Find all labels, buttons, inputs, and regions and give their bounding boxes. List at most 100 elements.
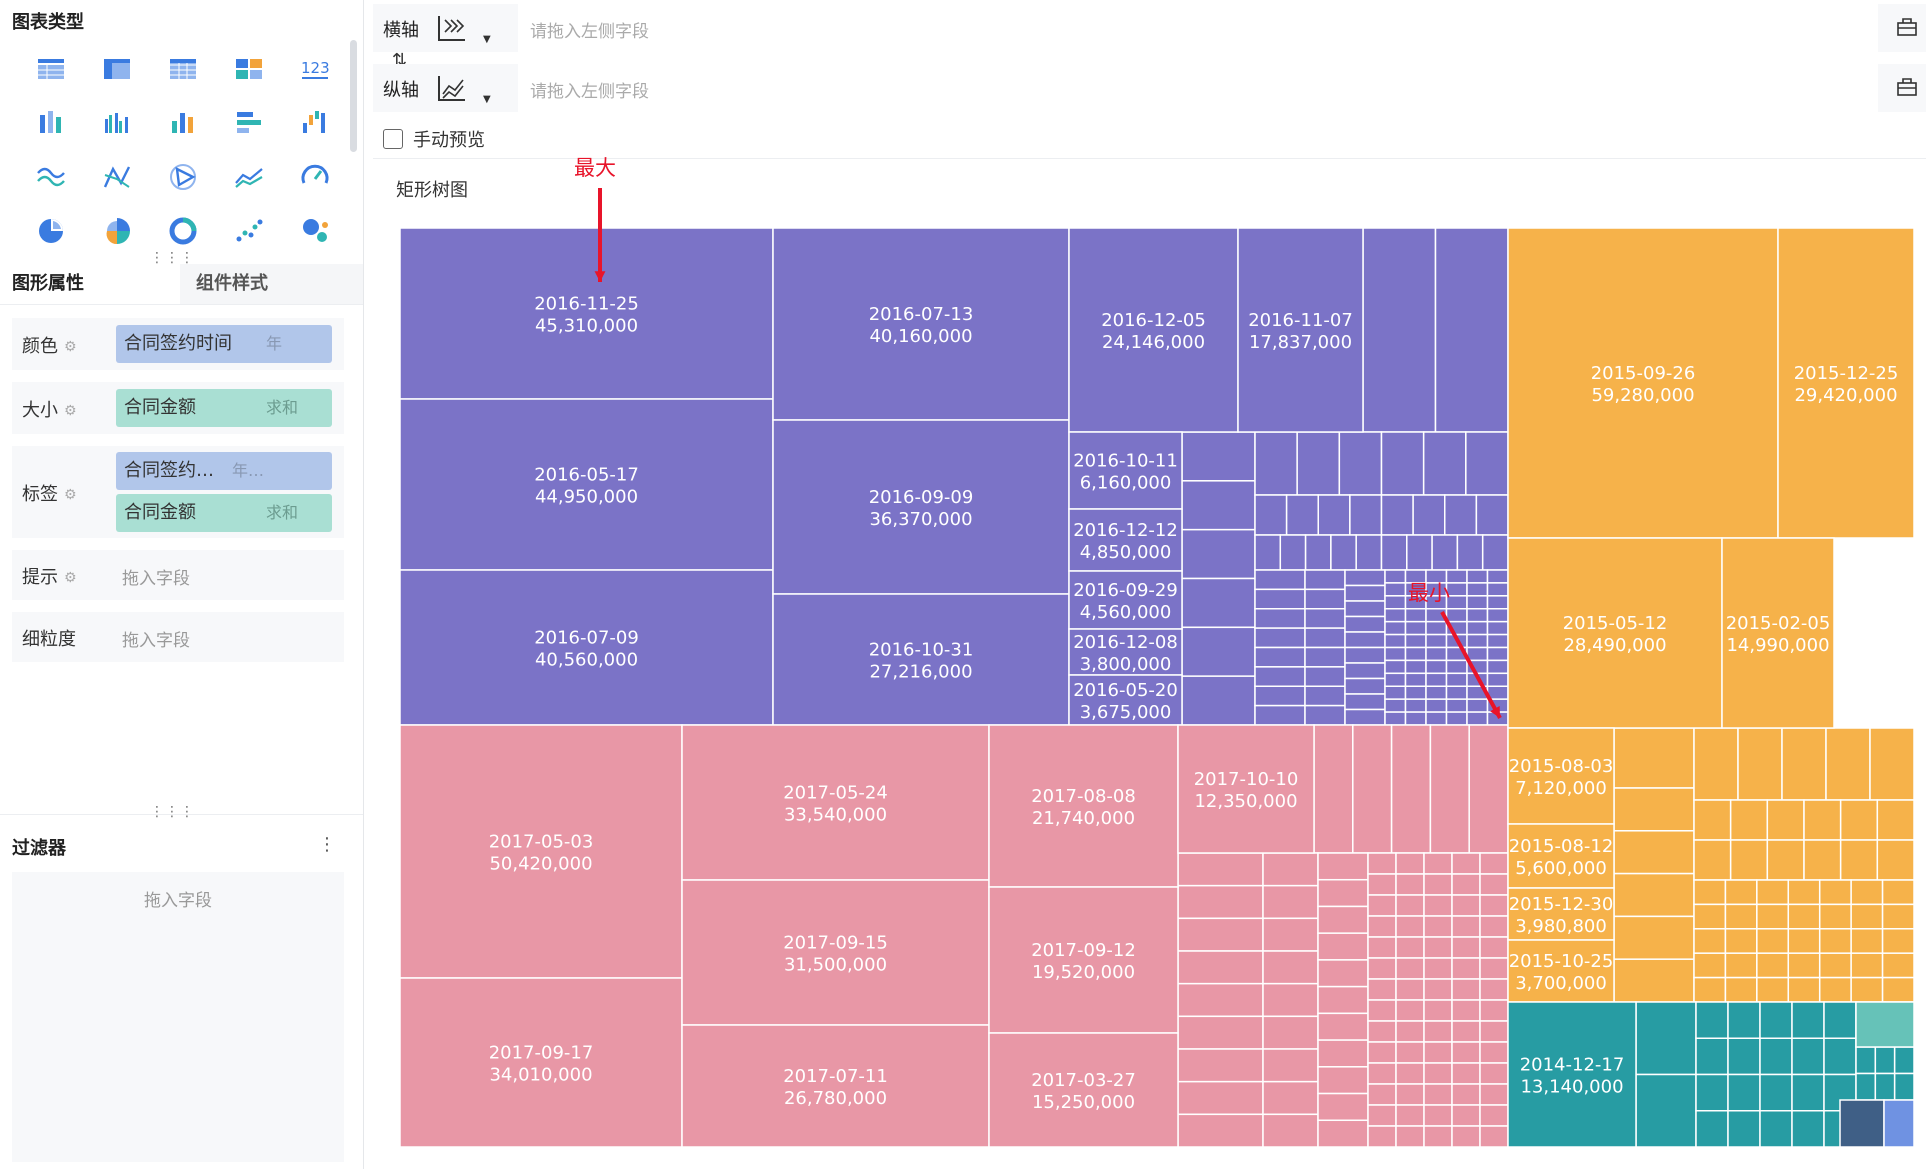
treemap-small-tile[interactable] (1423, 1104, 1453, 1127)
treemap-small-tile[interactable] (1317, 1066, 1369, 1095)
treemap-small-tile[interactable] (1486, 569, 1509, 584)
treemap-small-tile[interactable] (1425, 646, 1448, 662)
treemap-tile[interactable] (1507, 939, 1615, 1003)
treemap-small-tile[interactable] (1695, 1073, 1729, 1112)
treemap-small-tile[interactable] (1850, 928, 1884, 954)
treemap-small-tile[interactable] (1466, 711, 1489, 726)
treemap-small-tile[interactable] (1362, 227, 1437, 433)
treemap-small-tile[interactable] (1818, 952, 1852, 979)
gear-icon[interactable]: ⚙ (64, 403, 77, 419)
pie-chart-icon[interactable] (18, 204, 84, 258)
treemap-small-tile[interactable] (1423, 852, 1453, 875)
treemap-small-tile[interactable] (1465, 431, 1509, 496)
treemap-small-tile[interactable] (1791, 1073, 1825, 1112)
treemap-small-tile[interactable] (1395, 978, 1425, 1001)
treemap-small-tile[interactable] (1823, 1001, 1857, 1039)
treemap-small-tile[interactable] (1367, 1041, 1397, 1064)
treemap-small-tile[interactable] (1791, 1001, 1825, 1039)
gear-icon[interactable]: ⚙ (64, 570, 77, 586)
treemap-small-tile[interactable] (1479, 852, 1509, 875)
tab-graphic-properties[interactable]: 图形属性 (0, 264, 180, 304)
treemap-small-tile[interactable] (1479, 957, 1509, 980)
treemap-small-tile[interactable] (1404, 659, 1427, 675)
treemap-small-tile[interactable] (1395, 999, 1425, 1022)
waterfall-icon[interactable] (282, 96, 348, 150)
treemap-small-tile[interactable] (1344, 600, 1386, 618)
treemap-small-tile[interactable] (1613, 787, 1695, 832)
resize-handle[interactable]: ⋮⋮⋮ (150, 804, 195, 820)
treemap-small-tile[interactable] (1367, 957, 1397, 980)
treemap-small-tile[interactable] (1451, 894, 1481, 917)
treemap-small-tile[interactable] (1304, 627, 1346, 649)
treemap-tile[interactable] (1507, 227, 1779, 539)
treemap-small-tile[interactable] (1304, 704, 1346, 726)
treemap-small-tile[interactable] (1429, 724, 1470, 854)
treemap-small-tile[interactable] (1486, 633, 1509, 649)
treemap-small-tile[interactable] (1254, 627, 1306, 649)
treemap-small-tile[interactable] (1423, 1020, 1453, 1043)
treemap-small-tile[interactable] (1395, 1020, 1425, 1043)
treemap-small-tile[interactable] (1727, 1073, 1761, 1112)
treemap-small-tile[interactable] (1818, 928, 1852, 954)
treemap-tile[interactable] (681, 724, 990, 881)
treemap-small-tile[interactable] (1254, 569, 1306, 591)
treemap-small-tile[interactable] (1451, 1041, 1481, 1064)
treemap-small-tile[interactable] (1380, 534, 1408, 571)
treemap-small-tile[interactable] (1613, 958, 1695, 1003)
treemap-small-tile[interactable] (1451, 1020, 1481, 1043)
treemap-small-tile[interactable] (1317, 494, 1351, 536)
treemap-small-tile[interactable] (1317, 1039, 1369, 1068)
treemap-small-tile[interactable] (1613, 727, 1695, 789)
number-icon[interactable]: 123 (282, 42, 348, 96)
treemap-small-tile[interactable] (1317, 878, 1369, 908)
color-field-pill[interactable]: 合同签约时间 年 (116, 325, 332, 363)
label-field-pill-1[interactable]: 合同签约… 年… (116, 452, 332, 490)
treemap-small-tile[interactable] (1177, 982, 1264, 1018)
treemap-small-tile[interactable] (1395, 957, 1425, 980)
treemap-small-tile[interactable] (1479, 1062, 1509, 1085)
treemap-tile[interactable] (1068, 570, 1183, 630)
treemap-small-tile[interactable] (1423, 915, 1453, 938)
treemap-small-tile[interactable] (1466, 633, 1489, 649)
resize-handle[interactable]: ⋮⋮⋮ (150, 250, 195, 266)
treemap-small-tile[interactable] (1317, 1012, 1369, 1041)
treemap-small-tile[interactable] (1613, 872, 1695, 918)
treemap-small-tile[interactable] (1479, 894, 1509, 917)
treemap-small-tile[interactable] (1486, 608, 1509, 623)
treemap-small-tile[interactable] (1384, 595, 1407, 610)
treemap-small-tile[interactable] (1479, 1083, 1509, 1106)
treemap-small-tile[interactable] (1451, 957, 1481, 980)
radar-icon[interactable] (150, 150, 216, 204)
treemap-small-tile[interactable] (1445, 698, 1468, 713)
treemap-small-tile[interactable] (1384, 608, 1407, 623)
treemap-small-tile[interactable] (1693, 727, 1739, 801)
treemap-small-tile[interactable] (1486, 620, 1509, 636)
treemap-small-tile[interactable] (1317, 1119, 1369, 1148)
treemap-small-tile[interactable] (1855, 1046, 1877, 1075)
treemap-small-tile[interactable] (1367, 1083, 1397, 1106)
treemap-small-tile[interactable] (1304, 666, 1346, 687)
treemap-small-tile[interactable] (1759, 1073, 1793, 1112)
treemap-small-tile[interactable] (1425, 698, 1448, 713)
treemap-small-tile[interactable] (1177, 1048, 1264, 1083)
treemap-small-tile[interactable] (1486, 595, 1509, 610)
treemap-small-tile[interactable] (1787, 976, 1821, 1003)
treemap-small-tile[interactable] (1445, 608, 1468, 623)
treemap-small-tile[interactable] (1262, 1113, 1319, 1148)
treemap-small-tile[interactable] (1445, 672, 1468, 687)
treemap-small-tile[interactable] (1766, 839, 1805, 881)
treemap-small-tile[interactable] (1787, 952, 1821, 979)
treemap-tile[interactable] (1507, 727, 1615, 825)
treemap-small-tile[interactable] (1262, 1080, 1319, 1116)
bubble-icon[interactable] (282, 204, 348, 258)
treemap-small-tile[interactable] (1479, 1125, 1509, 1148)
treemap-small-tile[interactable] (1344, 646, 1386, 664)
treemap-small-tile[interactable] (1181, 528, 1256, 580)
treemap-small-tile[interactable] (1395, 915, 1425, 938)
treemap-small-tile[interactable] (1344, 569, 1386, 587)
treemap-small-tile[interactable] (1395, 1062, 1425, 1085)
treemap-tile[interactable] (1721, 537, 1835, 729)
cross-table-icon[interactable] (84, 42, 150, 96)
treemap-small-tile[interactable] (1693, 903, 1727, 930)
treemap-small-tile[interactable] (1869, 727, 1915, 801)
